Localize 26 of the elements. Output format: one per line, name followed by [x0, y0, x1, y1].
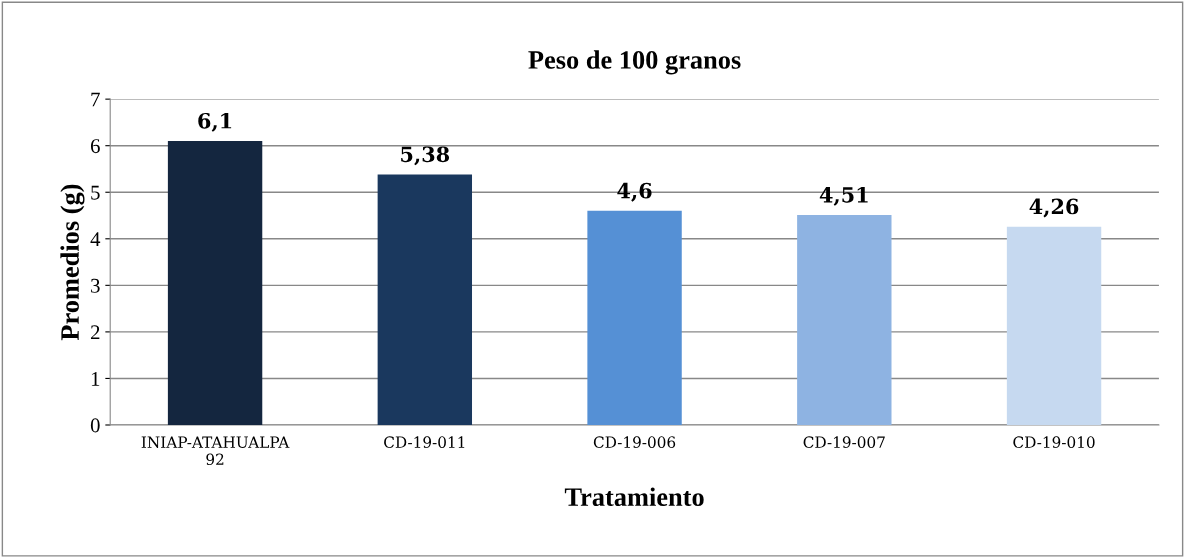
x-tick-label: CD-19-011 — [384, 436, 465, 448]
y-tick-label: 6 — [90, 139, 100, 154]
data-label: 4,26 — [1029, 198, 1079, 218]
data-label: 6,1 — [198, 112, 232, 132]
y-tick-label: 7 — [91, 92, 100, 107]
y-tick-label: 5 — [91, 185, 100, 200]
x-axis-title: Tratamiento — [564, 487, 704, 507]
y-tick-label: 1 — [91, 371, 100, 386]
y-tick-label: 2 — [90, 325, 100, 340]
bar — [797, 215, 892, 425]
x-tick-label: CD-19-006 — [593, 436, 676, 448]
y-tick-label: 0 — [90, 418, 100, 433]
bar — [1006, 226, 1102, 425]
data-label: 4,51 — [819, 186, 868, 206]
bar — [377, 174, 473, 425]
bar — [167, 141, 263, 425]
x-tick-label: CD-19-010 — [1013, 436, 1095, 448]
y-tick-label: 3 — [91, 278, 100, 293]
data-label: 5,38 — [401, 146, 450, 166]
data-label: 4,6 — [617, 182, 652, 202]
chart-title: Peso de 100 granos — [528, 50, 741, 75]
y-axis-title: Promedios (g) — [60, 184, 85, 341]
x-tick-label: CD-19-007 — [803, 436, 885, 448]
y-tick-label: 4 — [90, 232, 101, 247]
bar — [587, 210, 682, 425]
x-tick-label: INIAP-ATAHUALPA 92 — [141, 436, 290, 466]
